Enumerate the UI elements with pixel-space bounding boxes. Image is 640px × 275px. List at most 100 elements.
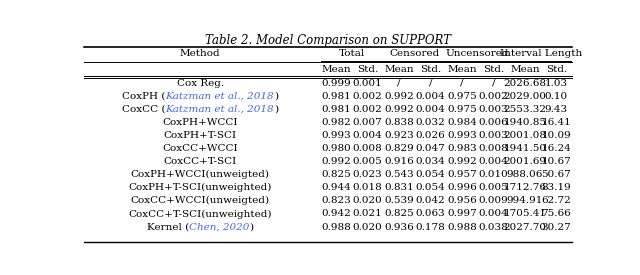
Text: 0.988: 0.988 [321, 222, 351, 232]
Text: 0.005: 0.005 [479, 183, 508, 192]
Text: 0.004: 0.004 [415, 105, 445, 114]
Text: 0.942: 0.942 [321, 210, 351, 218]
Text: 0.004: 0.004 [479, 210, 508, 218]
Text: 0.916: 0.916 [384, 157, 414, 166]
Text: Mean: Mean [384, 65, 414, 74]
Text: 0.008: 0.008 [353, 144, 382, 153]
Text: 0.034: 0.034 [415, 157, 445, 166]
Text: Mean: Mean [321, 65, 351, 74]
Text: CoxCC+WCCI(unweigted): CoxCC+WCCI(unweigted) [131, 196, 269, 205]
Text: 10.09: 10.09 [541, 131, 572, 140]
Text: 0.957: 0.957 [447, 170, 477, 179]
Text: 988.06: 988.06 [507, 170, 543, 179]
Text: 994.91: 994.91 [507, 196, 543, 205]
Text: 0.007: 0.007 [353, 118, 382, 127]
Text: 0.004: 0.004 [353, 131, 382, 140]
Text: 0.047: 0.047 [415, 144, 445, 153]
Text: 0.996: 0.996 [447, 183, 477, 192]
Text: 0.838: 0.838 [384, 118, 414, 127]
Text: 0.539: 0.539 [384, 196, 414, 205]
Text: 0.003: 0.003 [479, 131, 508, 140]
Text: Uncensored: Uncensored [446, 49, 509, 58]
Text: 0.993: 0.993 [321, 131, 351, 140]
Text: 1.03: 1.03 [545, 79, 568, 87]
Text: Std.: Std. [483, 65, 504, 74]
Text: 0.829: 0.829 [384, 144, 414, 153]
Text: 0.975: 0.975 [447, 92, 477, 101]
Text: 30.27: 30.27 [541, 222, 572, 232]
Text: 0.992: 0.992 [384, 105, 414, 114]
Text: 0.005: 0.005 [353, 157, 382, 166]
Text: 0.992: 0.992 [384, 92, 414, 101]
Text: 0.10: 0.10 [545, 92, 568, 101]
Text: 0.006: 0.006 [479, 118, 508, 127]
Text: 0.981: 0.981 [321, 105, 351, 114]
Text: 0.982: 0.982 [321, 118, 351, 127]
Text: Interval Length: Interval Length [499, 49, 582, 58]
Text: 0.002: 0.002 [353, 92, 382, 101]
Text: ): ) [274, 92, 278, 101]
Text: 0.038: 0.038 [479, 222, 508, 232]
Text: 16.24: 16.24 [541, 144, 572, 153]
Text: 0.923: 0.923 [384, 131, 414, 140]
Text: CoxCC (: CoxCC ( [122, 105, 166, 114]
Text: 9.43: 9.43 [545, 105, 568, 114]
Text: 0.981: 0.981 [321, 92, 351, 101]
Text: Cox Reg.: Cox Reg. [177, 79, 224, 87]
Text: Table 2. Model Comparison on SUPPORT: Table 2. Model Comparison on SUPPORT [205, 34, 451, 47]
Text: Katzman et al., 2018: Katzman et al., 2018 [166, 105, 274, 114]
Text: 0.984: 0.984 [447, 118, 477, 127]
Text: 0.823: 0.823 [321, 196, 351, 205]
Text: 0.018: 0.018 [353, 183, 382, 192]
Text: Mean: Mean [510, 65, 540, 74]
Text: 0.825: 0.825 [384, 210, 414, 218]
Text: 62.72: 62.72 [541, 196, 572, 205]
Text: Method: Method [180, 49, 220, 58]
Text: 0.020: 0.020 [353, 196, 382, 205]
Text: /: / [492, 79, 495, 87]
Text: 2001.69: 2001.69 [504, 157, 547, 166]
Text: 16.41: 16.41 [541, 118, 572, 127]
Text: 0.026: 0.026 [415, 131, 445, 140]
Text: /: / [460, 79, 463, 87]
Text: Mean: Mean [447, 65, 477, 74]
Text: 0.042: 0.042 [415, 196, 445, 205]
Text: 0.003: 0.003 [479, 105, 508, 114]
Text: CoxPH+T-SCI: CoxPH+T-SCI [164, 131, 237, 140]
Text: 0.009: 0.009 [479, 196, 508, 205]
Text: ): ) [250, 222, 253, 232]
Text: 83.19: 83.19 [541, 183, 572, 192]
Text: 0.988: 0.988 [447, 222, 477, 232]
Text: Chen, 2020: Chen, 2020 [189, 222, 250, 232]
Text: 0.002: 0.002 [353, 105, 382, 114]
Text: Std.: Std. [546, 65, 567, 74]
Text: 0.975: 0.975 [447, 105, 477, 114]
Text: 0.020: 0.020 [353, 222, 382, 232]
Text: 0.032: 0.032 [415, 118, 445, 127]
Text: 2001.08: 2001.08 [504, 131, 547, 140]
Text: ): ) [274, 105, 278, 114]
Text: 0.956: 0.956 [447, 196, 477, 205]
Text: Katzman et al., 2018: Katzman et al., 2018 [165, 92, 274, 101]
Text: 0.992: 0.992 [447, 157, 477, 166]
Text: 1940.85: 1940.85 [504, 118, 547, 127]
Text: 1941.50: 1941.50 [504, 144, 547, 153]
Text: 0.178: 0.178 [415, 222, 445, 232]
Text: 0.023: 0.023 [353, 170, 382, 179]
Text: 0.001: 0.001 [353, 79, 382, 87]
Text: 1705.41: 1705.41 [504, 210, 547, 218]
Text: 0.936: 0.936 [384, 222, 414, 232]
Text: 0.021: 0.021 [353, 210, 382, 218]
Text: CoxPH+T-SCI(unweighted): CoxPH+T-SCI(unweighted) [129, 183, 272, 192]
Text: 75.66: 75.66 [541, 210, 572, 218]
Text: Std.: Std. [357, 65, 378, 74]
Text: CoxCC+T-SCI(unweighted): CoxCC+T-SCI(unweighted) [129, 209, 272, 219]
Text: Std.: Std. [420, 65, 441, 74]
Text: 2027.70: 2027.70 [504, 222, 547, 232]
Text: 10.67: 10.67 [541, 157, 572, 166]
Text: 1712.76: 1712.76 [504, 183, 547, 192]
Text: 50.67: 50.67 [541, 170, 572, 179]
Text: 2553.32: 2553.32 [504, 105, 547, 114]
Text: CoxPH+WCCI: CoxPH+WCCI [163, 118, 238, 127]
Text: 0.002: 0.002 [479, 92, 508, 101]
